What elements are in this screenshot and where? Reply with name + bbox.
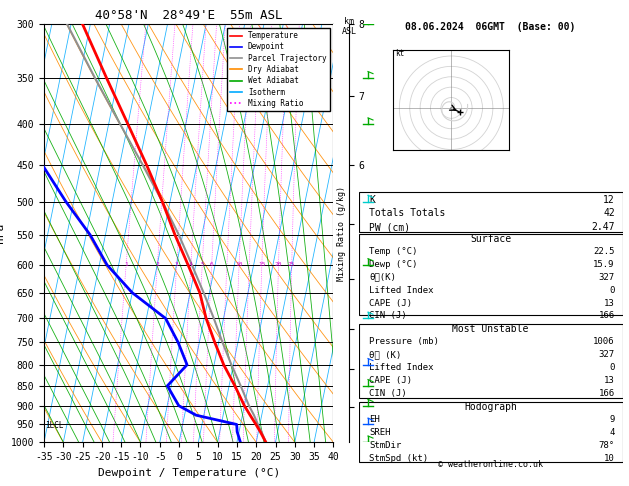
Text: 6: 6 [210,262,214,267]
Text: 327: 327 [599,350,615,359]
Text: 15.9: 15.9 [593,260,615,269]
Text: Surface: Surface [470,234,511,244]
Text: K: K [369,194,375,205]
Text: Most Unstable: Most Unstable [452,324,529,334]
Text: Hodograph: Hodograph [464,402,517,412]
Text: 08.06.2024  06GMT  (Base: 00): 08.06.2024 06GMT (Base: 00) [406,21,576,32]
Text: 0: 0 [610,363,615,372]
Text: kt: kt [395,49,404,58]
Text: 2: 2 [155,262,159,267]
Y-axis label: hPa: hPa [0,223,5,243]
Text: SREH: SREH [369,428,391,437]
Text: 166: 166 [599,312,615,320]
Legend: Temperature, Dewpoint, Parcel Trajectory, Dry Adiabat, Wet Adiabat, Isotherm, Mi: Temperature, Dewpoint, Parcel Trajectory… [227,28,330,111]
Text: StmSpd (kt): StmSpd (kt) [369,453,428,463]
Text: θᴄ(K): θᴄ(K) [369,273,396,282]
Text: PW (cm): PW (cm) [369,223,410,232]
Text: 13: 13 [604,376,615,385]
Text: Pressure (mb): Pressure (mb) [369,337,439,347]
Text: StmDir: StmDir [369,441,401,450]
Bar [359,402,623,462]
Text: 22.5: 22.5 [593,247,615,256]
Text: 25: 25 [288,262,296,267]
Title: 40°58'N  28°49'E  55m ASL: 40°58'N 28°49'E 55m ASL [95,9,282,22]
Text: CAPE (J): CAPE (J) [369,298,412,308]
Text: CIN (J): CIN (J) [369,389,407,398]
Text: θᴄ (K): θᴄ (K) [369,350,401,359]
Bar [359,192,623,232]
Bar [359,324,623,398]
Text: Mixing Ratio (g/kg): Mixing Ratio (g/kg) [337,186,346,281]
Text: 78°: 78° [599,441,615,450]
Text: 10: 10 [235,262,243,267]
Bar [359,234,623,315]
Text: Dewp (°C): Dewp (°C) [369,260,418,269]
Text: 1LCL: 1LCL [45,421,64,430]
Text: 5: 5 [201,262,204,267]
Text: Totals Totals: Totals Totals [369,208,445,219]
Text: Lifted Index: Lifted Index [369,363,433,372]
Text: 2.47: 2.47 [591,223,615,232]
Text: 1: 1 [125,262,128,267]
Text: 15: 15 [258,262,265,267]
Text: 166: 166 [599,389,615,398]
Text: 9: 9 [610,415,615,424]
Text: Lifted Index: Lifted Index [369,286,433,295]
Text: 1006: 1006 [593,337,615,347]
Text: km
ASL: km ASL [342,17,357,36]
Text: 327: 327 [599,273,615,282]
Text: 12: 12 [603,194,615,205]
Text: CAPE (J): CAPE (J) [369,376,412,385]
Text: 0: 0 [610,286,615,295]
X-axis label: Dewpoint / Temperature (°C): Dewpoint / Temperature (°C) [97,468,280,478]
Text: 13: 13 [604,298,615,308]
Text: 20: 20 [275,262,282,267]
Text: 4: 4 [189,262,192,267]
Text: EH: EH [369,415,380,424]
Text: 4: 4 [610,428,615,437]
Text: CIN (J): CIN (J) [369,312,407,320]
Text: © weatheronline.co.uk: © weatheronline.co.uk [438,460,543,469]
Text: 42: 42 [603,208,615,219]
Text: Temp (°C): Temp (°C) [369,247,418,256]
Text: 3: 3 [175,262,179,267]
Text: 10: 10 [604,453,615,463]
